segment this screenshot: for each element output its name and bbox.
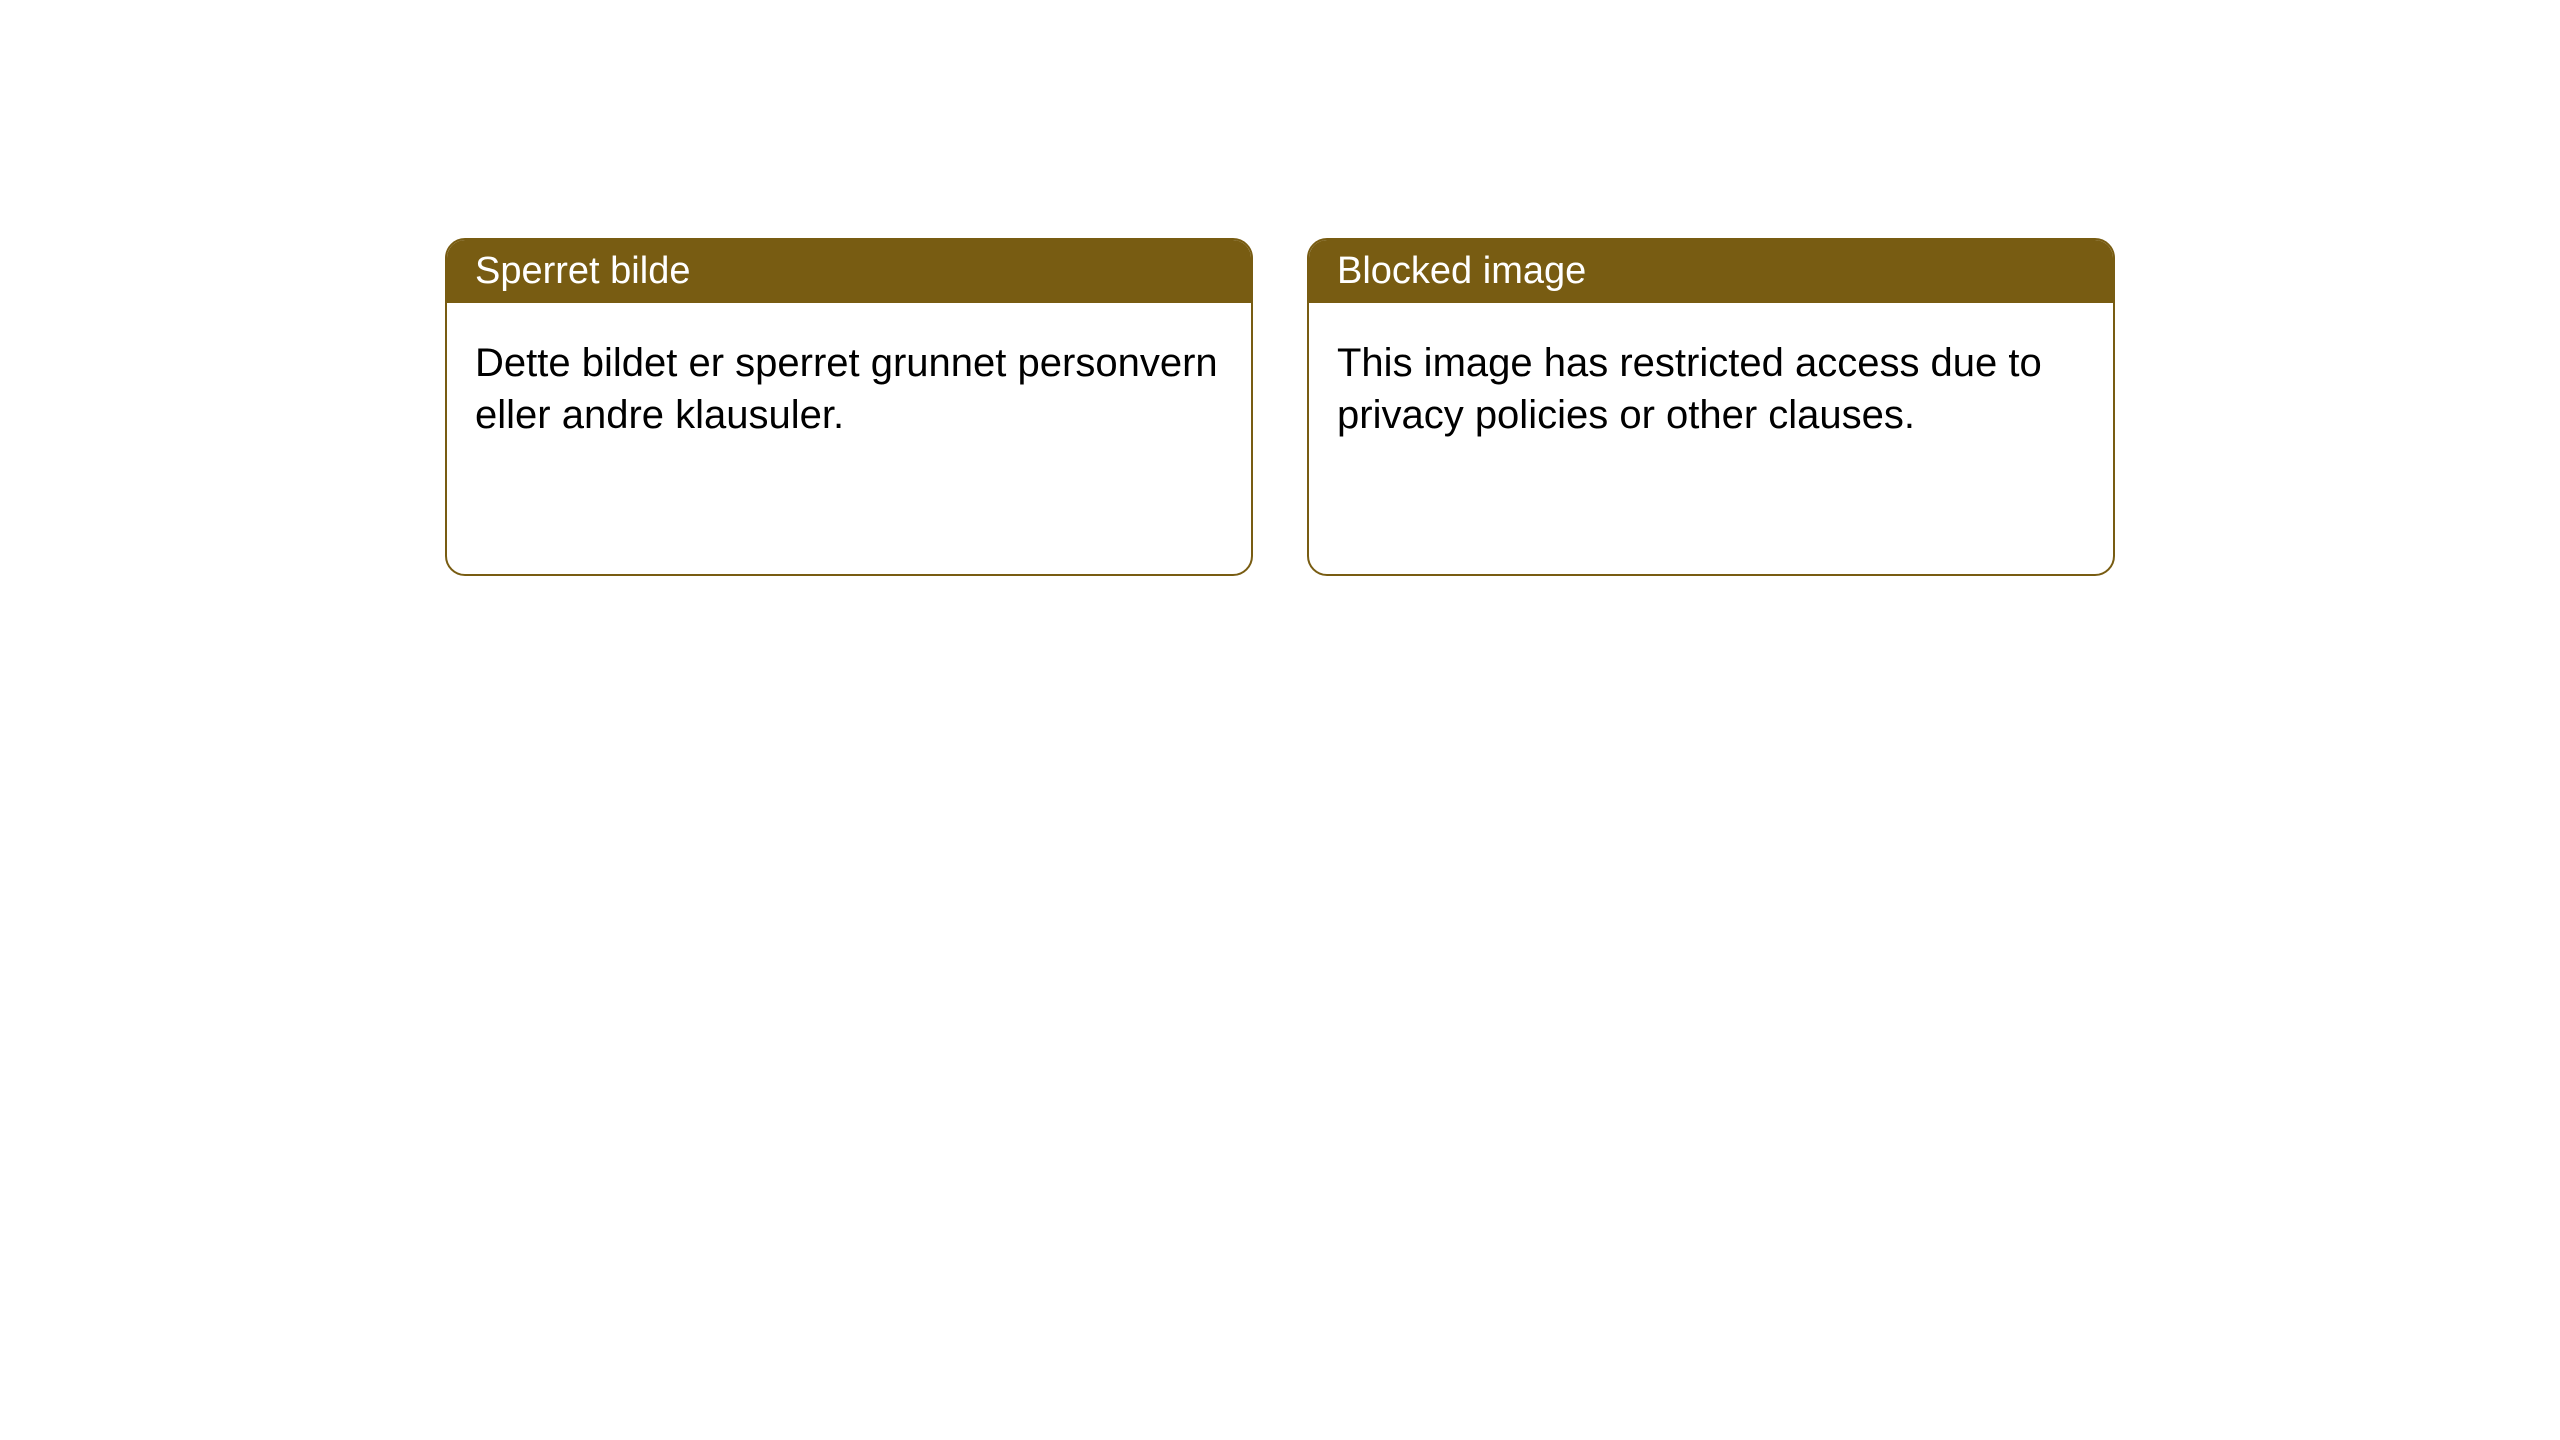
notice-card-english: Blocked image This image has restricted …	[1307, 238, 2115, 576]
notice-header: Sperret bilde	[447, 240, 1251, 303]
notice-body: This image has restricted access due to …	[1309, 303, 2113, 475]
notice-body: Dette bildet er sperret grunnet personve…	[447, 303, 1251, 475]
notice-header: Blocked image	[1309, 240, 2113, 303]
notice-container: Sperret bilde Dette bildet er sperret gr…	[445, 238, 2115, 576]
notice-card-norwegian: Sperret bilde Dette bildet er sperret gr…	[445, 238, 1253, 576]
